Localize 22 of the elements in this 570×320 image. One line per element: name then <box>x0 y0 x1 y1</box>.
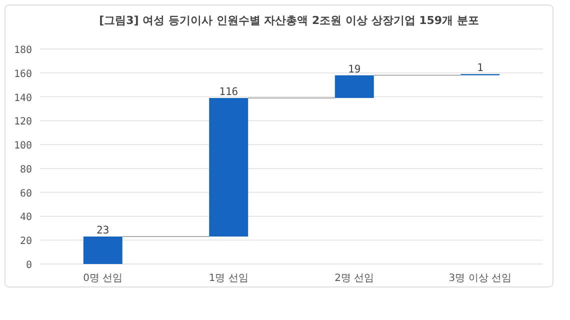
y-tick-label: 140 <box>14 92 32 104</box>
y-tick-label: 160 <box>14 68 32 80</box>
x-tick-label: 2명 선임 <box>334 273 374 284</box>
chart-title: [그림3] 여성 등기이사 인원수별 자산총액 2조원 이상 상장기업 159개 분포 <box>99 14 479 27</box>
y-tick-label: 60 <box>20 188 32 200</box>
y-tick-label: 120 <box>14 116 32 128</box>
x-tick-label: 3명 이상 선임 <box>448 273 512 284</box>
data-label: 23 <box>96 224 110 237</box>
y-tick-label: 100 <box>14 140 32 152</box>
bar <box>334 75 374 98</box>
y-tick-label: 80 <box>20 164 32 176</box>
y-tick-label: 0 <box>26 260 32 271</box>
data-label: 19 <box>348 63 361 76</box>
y-tick-label: 20 <box>20 236 32 248</box>
y-tick-label: 180 <box>14 45 32 56</box>
bar <box>83 236 122 264</box>
x-tick-label: 0명 선임 <box>83 273 123 284</box>
y-tick-label: 40 <box>20 212 32 224</box>
data-label: 1 <box>476 62 484 74</box>
bar <box>209 98 248 237</box>
x-tick-label: 1명 선임 <box>208 273 248 284</box>
data-label: 116 <box>219 86 238 98</box>
